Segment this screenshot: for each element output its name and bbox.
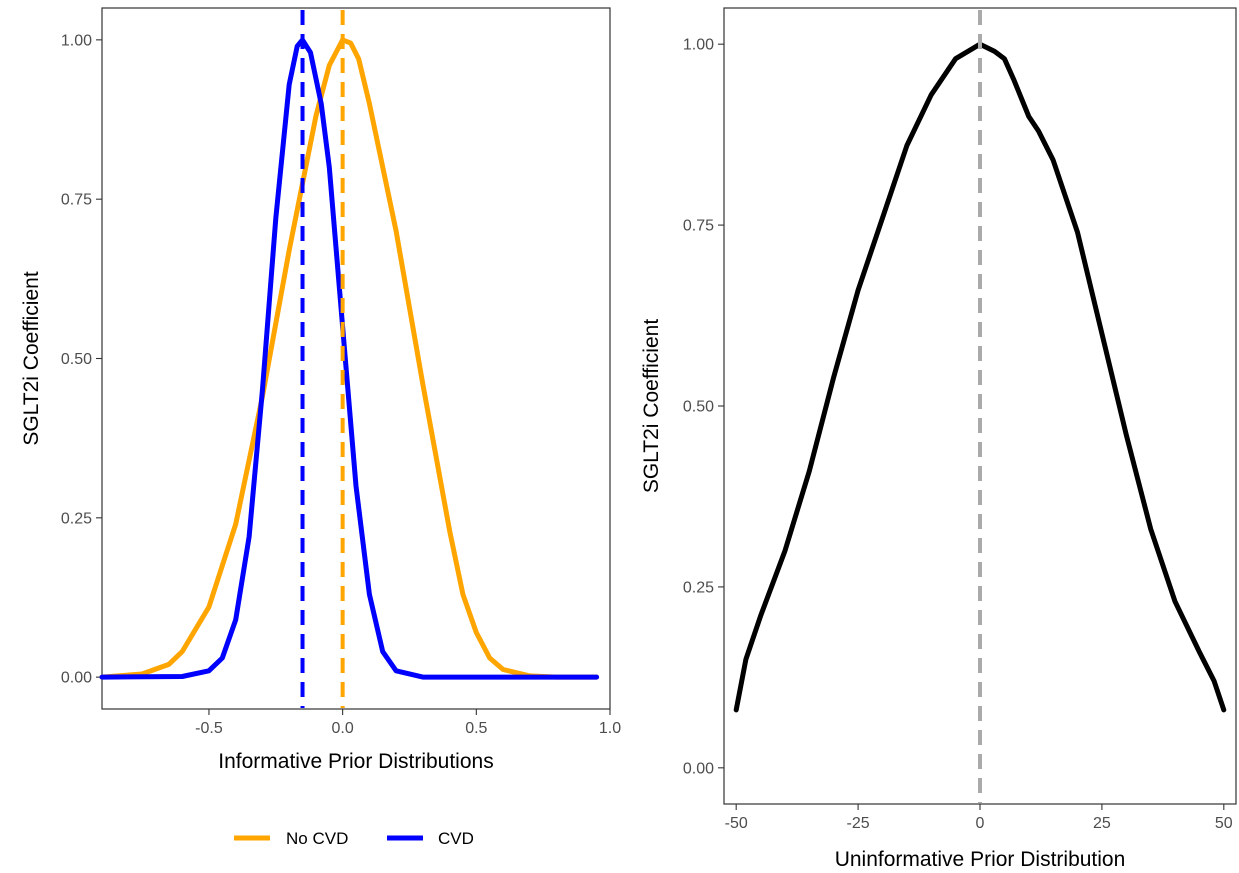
y-tick-label: 0.25	[61, 510, 92, 527]
legend-label: CVD	[438, 829, 474, 848]
x-tick-label: 50	[1215, 815, 1233, 832]
y-tick-label: 0.50	[61, 351, 92, 368]
y-tick-label: 0.00	[683, 760, 714, 777]
y-tick-label: 0.25	[683, 579, 714, 596]
y-axis-title: SGLT2i Coefficient	[640, 319, 663, 493]
y-axis-title: SGLT2i Coefficient	[20, 271, 43, 445]
y-tick-label: 0.00	[61, 670, 92, 687]
plot-border	[101, 7, 611, 710]
x-tick-label: 0.5	[465, 720, 487, 737]
x-tick-label: 0.0	[332, 720, 354, 737]
series-line-no-cvd	[99, 37, 600, 680]
chart-panel-uninformative: 0.00 0.25 0.50 0.75 1.00 -50 -25 0 25 50 Uninforma…	[640, 7, 1237, 871]
x-tick-label: -50	[725, 815, 748, 832]
x-tick-label: 0	[976, 815, 985, 832]
y-tick-label: 1.00	[683, 37, 714, 54]
series-line-cvd	[99, 37, 600, 680]
x-axis-title: Informative Prior Distributions	[218, 750, 493, 773]
y-tick-label: 1.00	[61, 32, 92, 49]
y-tick-label: 0.75	[683, 218, 714, 235]
y-tick-label: 0.50	[683, 399, 714, 416]
x-tick-label: 1.0	[599, 720, 621, 737]
x-tick-label: -25	[847, 815, 870, 832]
series-line	[733, 41, 1227, 713]
x-tick-label: -0.5	[195, 720, 223, 737]
x-tick-label: 25	[1093, 815, 1111, 832]
legend: No CVD CVD	[234, 829, 474, 848]
legend-label: No CVD	[286, 829, 348, 848]
x-axis-title: Uninformative Prior Distribution	[835, 848, 1126, 871]
chart-panel-informative: 0.00 0.25 0.50 0.75 1.00 -0.5 0.0 0.5 1.0 Informa…	[20, 7, 621, 773]
y-tick-label: 0.75	[61, 192, 92, 209]
